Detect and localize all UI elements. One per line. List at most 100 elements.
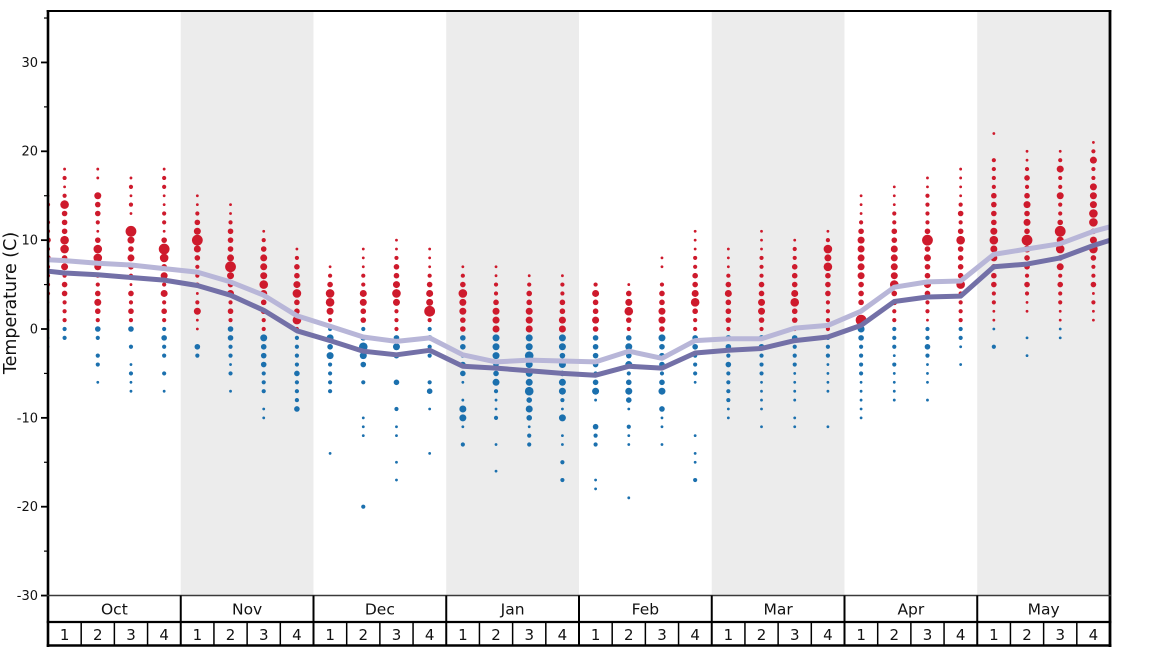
min-temp-dot [494, 398, 498, 402]
min-temp-dot [793, 416, 797, 420]
max-temp-dot [1090, 255, 1097, 261]
min-temp-dot [493, 389, 499, 394]
min-temp-dot [395, 425, 398, 429]
max-temp-dot [558, 325, 566, 333]
min-temp-dot [625, 335, 632, 341]
max-temp-dot [1024, 281, 1030, 288]
min-temp-dot [525, 361, 533, 369]
max-temp-dot [990, 227, 998, 235]
y-tick-label: 10 [21, 234, 38, 249]
max-temp-dot [195, 211, 200, 216]
week-number-label: 4 [690, 626, 700, 644]
max-temp-dot [128, 246, 134, 252]
min-temp-dot [459, 405, 467, 413]
max-temp-dot [162, 220, 167, 225]
max-temp-dot [260, 272, 268, 280]
max-temp-dot [760, 229, 763, 233]
max-temp-dot [991, 291, 996, 296]
max-temp-dot [924, 246, 931, 252]
week-number-label: 4 [1089, 626, 1099, 644]
min-temp-dot [693, 460, 697, 464]
max-temp-dot [857, 272, 865, 280]
max-temp-dot [559, 299, 566, 306]
y-tick-label: -10 [17, 411, 38, 426]
max-temp-dot [725, 317, 732, 323]
min-temp-dot [693, 362, 698, 367]
week-number-label: 4 [425, 626, 435, 644]
week-number-label: 2 [491, 626, 501, 644]
min-temp-dot [526, 415, 533, 421]
week-number-label: 1 [325, 626, 335, 644]
max-temp-dot [129, 176, 133, 180]
min-temp-dot [926, 380, 929, 384]
max-temp-dot [361, 256, 365, 260]
max-temp-dot [1092, 309, 1095, 313]
max-temp-dot [62, 175, 67, 181]
min-temp-dot [494, 407, 498, 411]
min-temp-dot [128, 371, 134, 376]
min-temp-dot [129, 380, 133, 384]
max-temp-dot [1024, 184, 1030, 189]
min-temp-dot [361, 380, 366, 385]
max-temp-dot [891, 228, 898, 235]
min-temp-dot [760, 389, 763, 393]
max-temp-dot [195, 203, 199, 207]
min-temp-dot [294, 362, 300, 367]
week-number-label: 3 [524, 626, 534, 644]
max-temp-dot [160, 272, 168, 280]
min-temp-dot [527, 425, 531, 429]
max-temp-dot [94, 192, 102, 200]
max-temp-dot [294, 264, 300, 270]
max-temp-dot [525, 316, 533, 324]
max-temp-dot [327, 281, 333, 288]
max-temp-dot [228, 318, 233, 323]
min-temp-dot [129, 363, 133, 366]
min-temp-dot [294, 353, 300, 358]
min-temp-dot [726, 371, 731, 376]
week-number-label: 2 [93, 626, 103, 644]
min-temp-dot [826, 389, 830, 393]
max-temp-dot [760, 247, 763, 251]
week-number-label: 4 [558, 626, 568, 644]
max-temp-dot [858, 299, 864, 306]
min-temp-dot [525, 334, 533, 342]
max-temp-dot [991, 210, 997, 217]
max-temp-dot [1091, 149, 1096, 154]
max-temp-dot [393, 272, 400, 279]
max-temp-dot [1025, 158, 1029, 162]
max-temp-dot [892, 194, 896, 198]
min-temp-dot [327, 362, 333, 367]
max-temp-dot [1058, 184, 1063, 189]
max-temp-dot [260, 263, 268, 271]
max-temp-dot [424, 305, 436, 317]
max-temp-dot [94, 237, 101, 243]
min-temp-dot [759, 371, 764, 376]
min-temp-dot [260, 334, 268, 342]
max-temp-dot [394, 255, 399, 261]
max-temp-dot [128, 308, 134, 315]
month-label-apr: Apr [897, 601, 924, 619]
max-temp-dot [393, 264, 400, 270]
max-temp-dot [1091, 264, 1096, 269]
max-temp-dot [991, 175, 996, 181]
max-temp-dot [459, 298, 467, 306]
max-temp-dot [96, 229, 100, 233]
min-temp-dot [792, 344, 797, 349]
max-temp-dot [1057, 281, 1064, 288]
max-temp-dot [395, 238, 398, 242]
min-temp-dot [759, 362, 764, 367]
min-temp-dot [693, 477, 698, 483]
min-temp-dot [195, 353, 200, 358]
min-temp-dot [726, 416, 730, 420]
max-temp-dot [989, 235, 999, 245]
max-temp-dot [328, 265, 332, 269]
max-temp-dot [61, 263, 69, 271]
min-temp-dot [294, 380, 300, 385]
min-temp-dot [460, 343, 466, 350]
min-temp-dot [760, 380, 763, 384]
min-temp-dot [392, 343, 400, 351]
min-temp-dot [129, 389, 133, 393]
min-temp-dot [427, 380, 432, 385]
min-temp-dot [594, 487, 597, 491]
max-temp-dot [359, 289, 367, 297]
